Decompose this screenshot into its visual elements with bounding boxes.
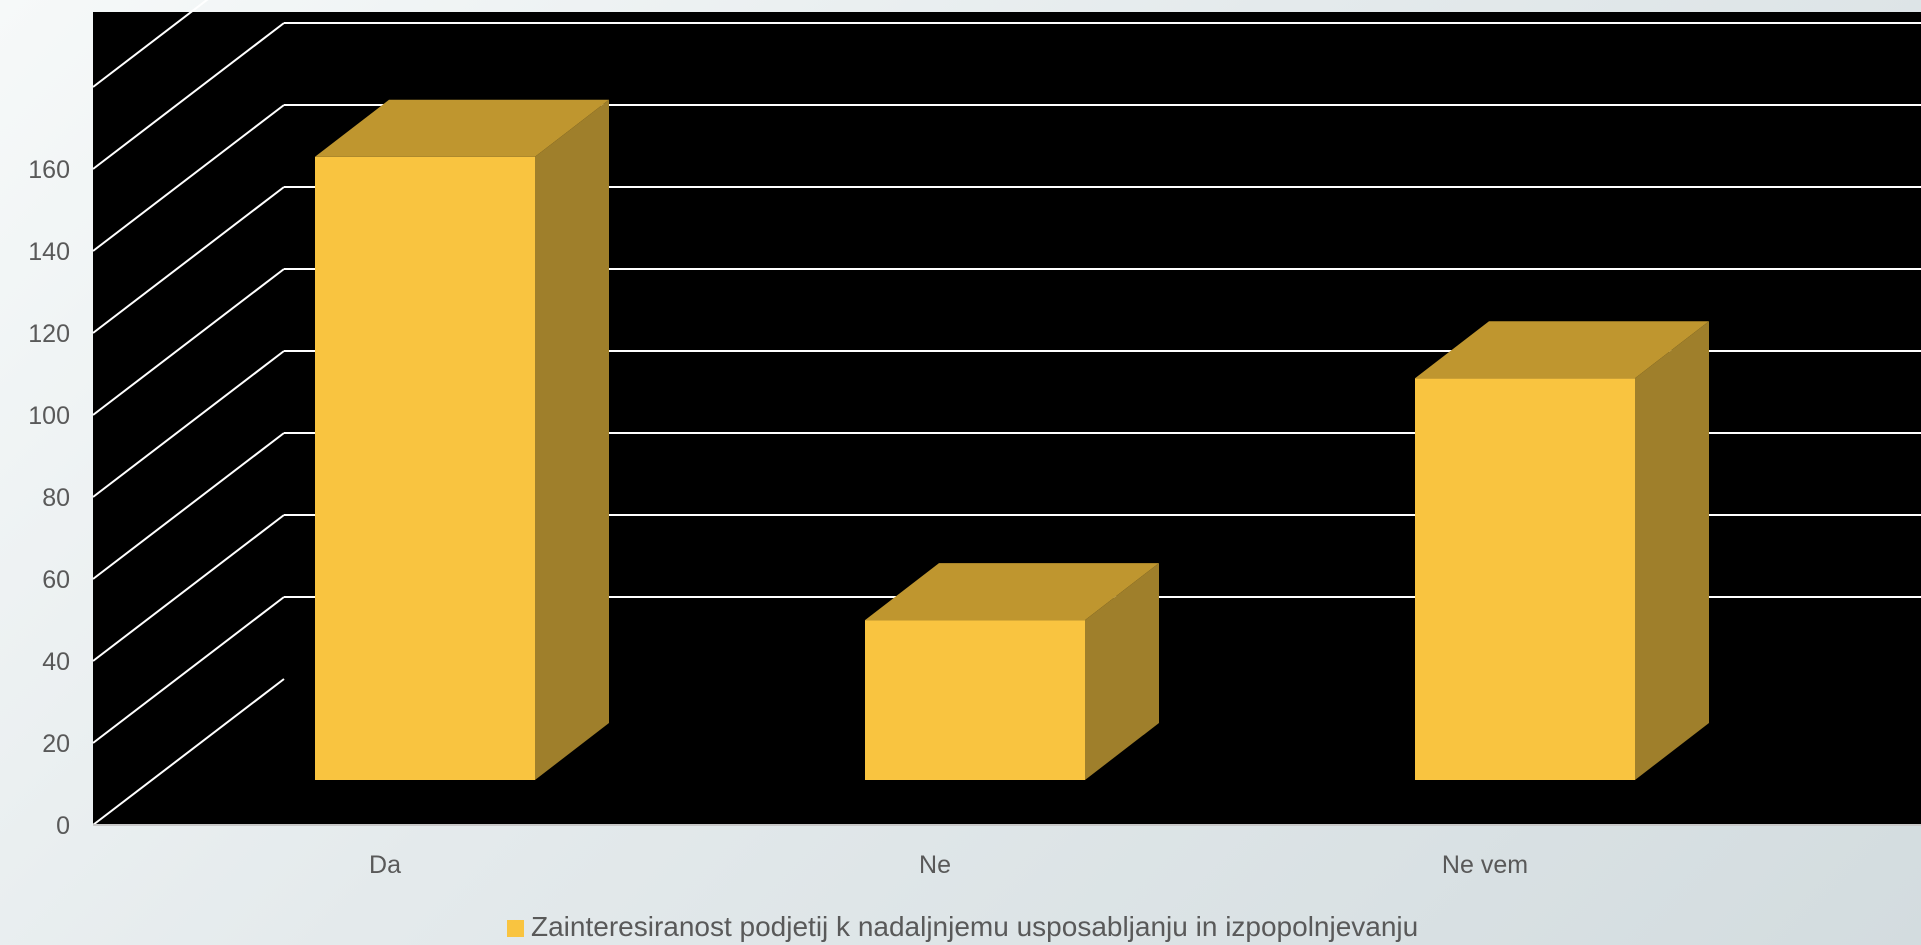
y-tick-label: 60 <box>42 566 70 594</box>
y-tick-label: 40 <box>42 648 70 676</box>
bar-side <box>1635 321 1709 780</box>
gridline-depth <box>92 678 285 826</box>
y-tick-label: 0 <box>56 812 70 840</box>
bar-top <box>315 99 609 157</box>
gridline-depth <box>92 22 285 170</box>
y-tick-label: 20 <box>42 730 70 758</box>
bar-front <box>315 156 535 781</box>
bar-side <box>535 99 609 781</box>
gridline-depth <box>92 432 285 580</box>
legend-swatch <box>507 920 524 937</box>
bars <box>315 99 1709 781</box>
x-category-label: Ne vem <box>1442 851 1528 879</box>
bar-top <box>1415 321 1709 379</box>
y-tick-label: 140 <box>28 238 70 266</box>
y-tick-label: 80 <box>42 484 70 512</box>
axis-labels: 0 20 40 60 80 100 120 140 160 Da Ne Ne vem <box>28 156 1528 879</box>
legend: Zainteresiranost podjetij k nadaljnjemu … <box>507 911 1418 942</box>
gridline-depth <box>92 0 209 88</box>
bar-front <box>1415 378 1635 780</box>
bar-top <box>865 563 1159 621</box>
bar-front <box>865 620 1085 780</box>
bar-side <box>1085 563 1159 780</box>
y-tick-label: 120 <box>28 320 70 348</box>
gridline-depth <box>92 596 285 744</box>
gridline-depth <box>92 514 285 662</box>
x-category-label: Ne <box>919 851 951 879</box>
gridline-depth <box>92 104 285 252</box>
gridline-depth <box>92 350 285 498</box>
y-tick-label: 160 <box>28 156 70 184</box>
y-tick-label: 100 <box>28 402 70 430</box>
x-category-label: Da <box>369 851 401 879</box>
legend-label: Zainteresiranost podjetij k nadaljnjemu … <box>531 911 1418 942</box>
gridline-depth <box>92 186 285 334</box>
gridline-depth <box>92 268 285 416</box>
